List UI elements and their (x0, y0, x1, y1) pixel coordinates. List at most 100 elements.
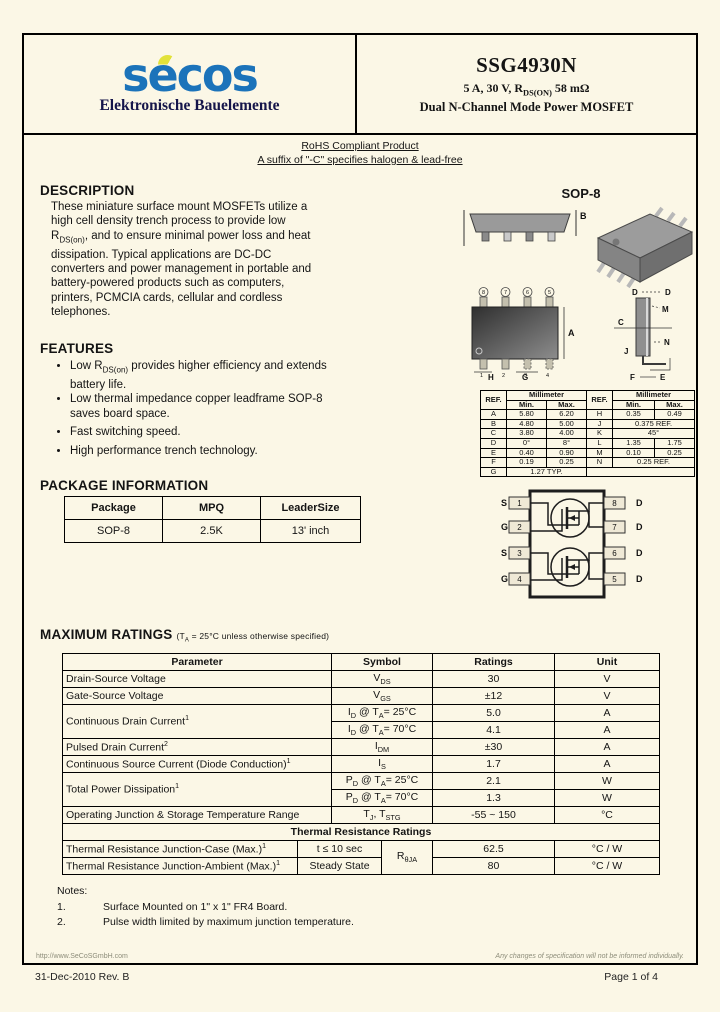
table-row: B 4.80 5.00 J 0.375 REF. (480, 418, 696, 430)
col-header: Max. (545, 399, 588, 411)
package-info-heading: PACKAGE INFORMATION (40, 478, 209, 493)
col-header: Millimeter (505, 390, 588, 401)
package-top-view: 8 7 6 5 1 2 3 4 A H G (471, 287, 575, 382)
dim-label-n: N (664, 338, 670, 347)
logo-subtitle: Elektronische Bauelemente (99, 96, 280, 114)
pin-label: S (501, 498, 507, 508)
mosfet-symbol-2 (530, 547, 604, 587)
inner-footer: http://www.SeCoSGmbH.com Any changes of … (36, 953, 684, 960)
footer-url: http://www.SeCoSGmbH.com (36, 953, 128, 960)
description-text: These miniature surface mount MOSFETs ut… (51, 201, 312, 319)
col-header: Min. (506, 399, 547, 411)
package-end-view: D D M C N J F E (614, 288, 672, 382)
package-side-view: B (463, 210, 587, 246)
package-3d-view (596, 206, 694, 289)
table-row: Continuous Source Current (Diode Conduct… (62, 755, 660, 773)
cell-mpq: 2.5K (162, 519, 261, 543)
dim-label-a: A (568, 328, 575, 338)
page-number: Page 1 of 4 (604, 971, 658, 983)
left-pins: S 1 G 2 S 3 G 4 (501, 496, 531, 586)
dim-label-c: C (618, 318, 624, 327)
pin-configuration-diagram: S 1 G 2 S 3 G 4 8 D 7 D 6 D 5 D (501, 489, 643, 599)
maximum-ratings-heading: MAXIMUM RATINGS (TA = 25°C unless otherw… (40, 627, 330, 644)
feature-item: High performance trench technology. (70, 444, 350, 463)
pin-number: 4 (517, 575, 522, 584)
feature-item: Fast switching speed. (70, 425, 350, 444)
pin-label: D (636, 548, 643, 558)
table-row: A 5.80 6.20 H 0.35 0.49 (480, 409, 696, 420)
table-row: Continuous Drain Current1 ID @ TA= 25°C … (62, 704, 660, 739)
note-item: 2. Pulse width limited by maximum junctio… (57, 916, 354, 928)
dim-label-g: G (522, 373, 528, 382)
pin-number: 6 (526, 290, 529, 296)
logo-wedge-icon (158, 54, 178, 74)
maximum-ratings-table: Parameter Symbol Ratings Unit Drain-Sour… (62, 653, 660, 875)
cell-package: SOP-8 (64, 519, 163, 543)
dim-label-e: E (660, 373, 666, 382)
rohs-block: RoHS Compliant Product A suffix of "-C" … (24, 139, 696, 167)
table-row: SOP-8 2.5K 13' inch (64, 519, 361, 543)
rohs-line1: RoHS Compliant Product (301, 140, 419, 152)
col-header: Min. (612, 399, 656, 411)
table-row: Thermal Resistance Junction-Ambient (Max… (62, 857, 660, 875)
rohs-line2: A suffix of "-C" specifies halogen & lea… (257, 154, 463, 166)
table-row: G 1.27 TYP. (480, 466, 696, 478)
table-row: Total Power Dissipation1 PD @ TA= 25°C 2… (62, 772, 660, 807)
part-subtitle-line2: Dual N-Channel Mode Power MOSFET (419, 99, 634, 114)
package-drawing: B 8 7 6 5 (463, 206, 694, 382)
mosfet-symbol-1 (530, 498, 604, 538)
pin-label: D (636, 522, 643, 532)
revision-date: 31-Dec-2010 Rev. B (35, 971, 130, 983)
pin-number: 2 (517, 523, 522, 532)
table-section-row: Thermal Resistance Ratings (62, 823, 660, 841)
pin-number: 5 (548, 290, 551, 296)
pin-label: G (501, 574, 508, 584)
table-row: Gate-Source Voltage VGS ±12 V (62, 687, 660, 705)
table-row: Drain-Source Voltage VDS 30 V (62, 670, 660, 688)
pin-number: 1 (517, 499, 522, 508)
table-row: ID @ TA= 70°C 4.1 A (63, 721, 660, 739)
pin-number: 4 (546, 373, 549, 379)
sop8-title: SOP-8 (561, 186, 601, 201)
cell-leadersize: 13' inch (260, 519, 361, 543)
col-header: REF. (586, 389, 614, 411)
title-cell: SSG4930N 5 A, 30 V, RDS(ON) 58 mΩ Dual N… (357, 35, 696, 133)
pin-label: D (636, 574, 643, 584)
table-header-row: Parameter Symbol Ratings Unit (62, 653, 660, 671)
page-border: secos Elektronische Bauelemente SSG4930N… (22, 33, 698, 965)
note-item: 1. Surface Mounted on 1" x 1" FR4 Board. (57, 900, 288, 913)
part-subtitle: 5 A, 30 V, RDS(ON) 58 mΩ (463, 81, 590, 98)
pin-number: 6 (612, 549, 617, 558)
logo-text: secos (122, 47, 259, 102)
col-header: Max. (654, 399, 696, 411)
logo-cell: secos Elektronische Bauelemente (24, 35, 357, 133)
table-row: E 0.40 0.90 M 0.10 0.25 (480, 447, 696, 459)
feature-item: Low thermal impedance copper leadframe S… (70, 392, 350, 425)
right-pins: 8 D 7 D 6 D 5 D (603, 496, 643, 586)
secos-logo: secos (122, 52, 259, 98)
col-header: Package (64, 496, 163, 520)
table-row: Package MPQ LeaderSize (64, 496, 361, 520)
features-heading: FEATURES (40, 341, 114, 356)
table-row: Thermal Resistance Junction-Case (Max.)1… (62, 840, 660, 875)
footer-disclaimer: Any changes of specification will not be… (495, 953, 684, 960)
pin-number: 7 (504, 290, 507, 296)
pin-number: 1 (480, 373, 483, 379)
features-list: Low RDS(on) provides higher efficiency a… (70, 359, 350, 463)
dim-label-d: D (665, 288, 671, 297)
pin-number: 3 (524, 373, 527, 379)
table-row: D 0° 8° L 1.35 1.75 (480, 437, 696, 449)
col-header: Millimeter (612, 390, 696, 401)
col-header: MPQ (162, 496, 261, 520)
table-row: F 0.19 0.25 N 0.25 REF. (480, 457, 696, 468)
header: secos Elektronische Bauelemente SSG4930N… (24, 35, 696, 135)
description-heading: DESCRIPTION (40, 183, 135, 198)
pin-label: G (501, 522, 508, 532)
pin-number: 8 (612, 499, 617, 508)
col-header: LeaderSize (260, 496, 361, 520)
table-row: Pulsed Drain Current2 IDM ±30 A (62, 738, 660, 756)
feature-item: Low RDS(on) provides higher efficiency a… (70, 359, 350, 392)
dim-label-b: B (580, 211, 587, 221)
package-info-table: Package MPQ LeaderSize SOP-8 2.5K 13' in… (64, 496, 361, 543)
dim-label-m: M (662, 305, 669, 314)
